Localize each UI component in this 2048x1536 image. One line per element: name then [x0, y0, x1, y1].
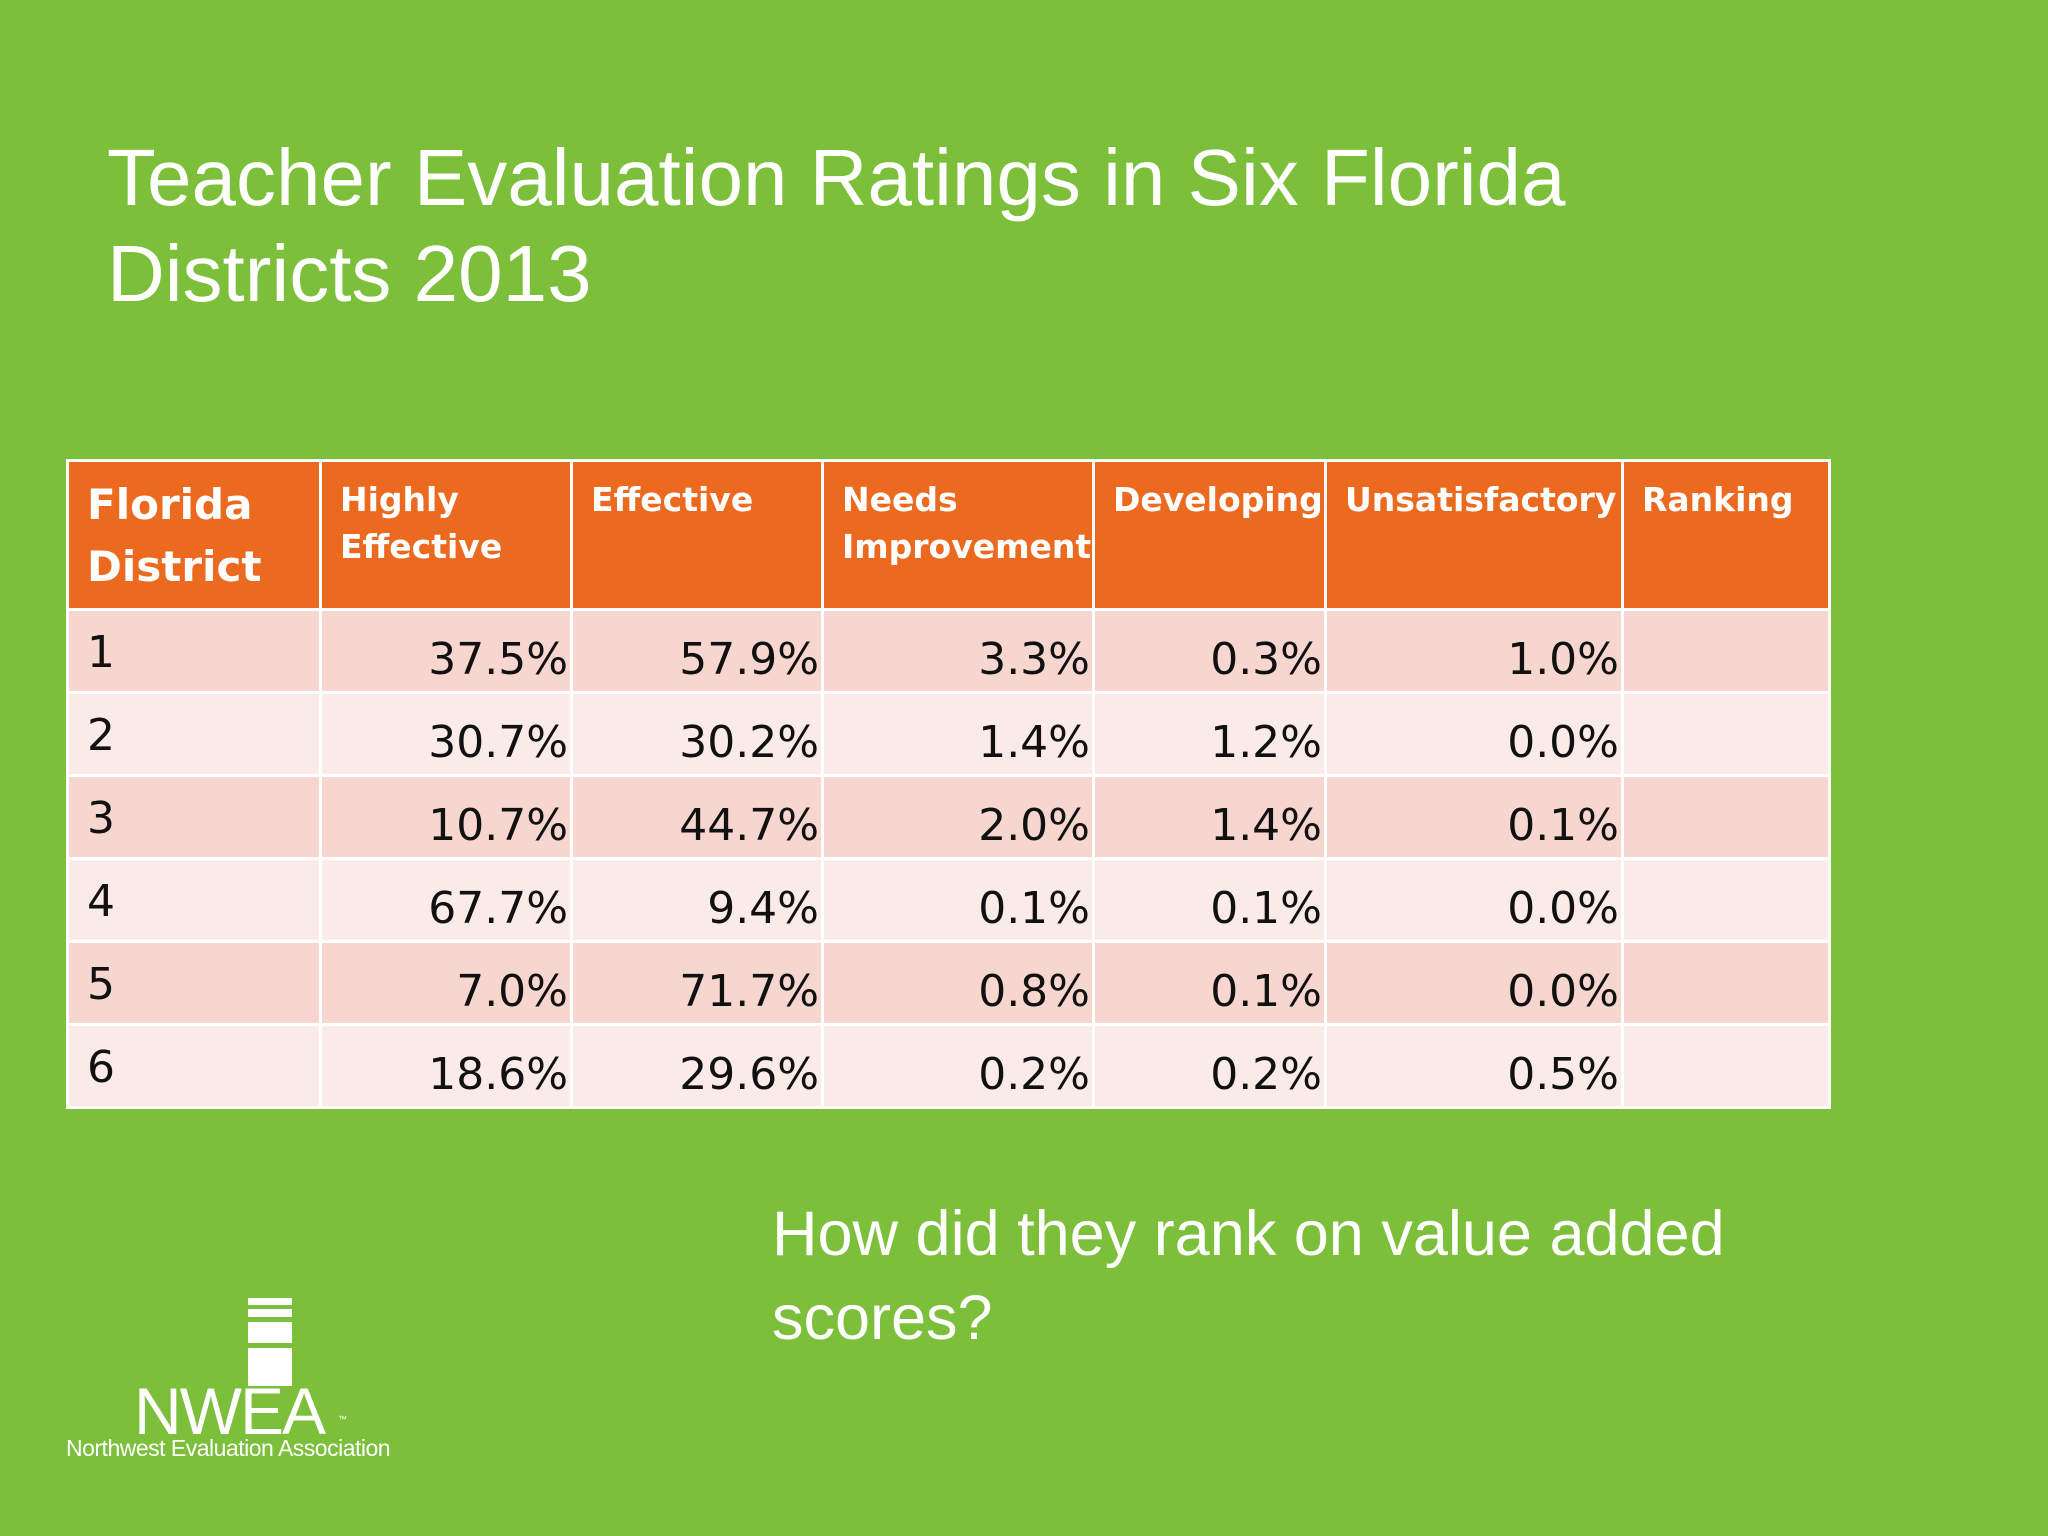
effective-cell: 29.6%	[570, 1023, 824, 1109]
header-highly-effective: Highly Effective	[319, 459, 573, 611]
ranking-cell	[1621, 857, 1831, 943]
needs-improvement-cell: 0.8%	[821, 940, 1095, 1026]
needs-improvement-cell: 0.1%	[821, 857, 1095, 943]
needs-improvement-cell: 0.2%	[821, 1023, 1095, 1109]
effective-cell: 71.7%	[570, 940, 824, 1026]
highly-effective-cell: 30.7%	[319, 691, 573, 777]
effective-cell: 30.2%	[570, 691, 824, 777]
header-effective: Effective	[570, 459, 824, 611]
ratings-table: Florida District Highly Effective Effect…	[66, 459, 1831, 1109]
highly-effective-cell: 18.6%	[319, 1023, 573, 1109]
header-row: Florida District Highly Effective Effect…	[66, 459, 1831, 611]
unsatisfactory-cell: 0.0%	[1324, 857, 1624, 943]
unsatisfactory-cell: 0.0%	[1324, 691, 1624, 777]
table-row: 6 18.6% 29.6% 0.2% 0.2% 0.5%	[66, 1023, 1831, 1109]
district-cell: 3	[66, 774, 322, 860]
logo-tagline: Northwest Evaluation Association	[66, 1435, 391, 1461]
logo-wordmark: NWEA	[134, 1374, 326, 1448]
unsatisfactory-cell: 0.0%	[1324, 940, 1624, 1026]
unsatisfactory-cell: 0.5%	[1324, 1023, 1624, 1109]
header-florida-district: Florida District	[66, 459, 322, 611]
table-row: 4 67.7% 9.4% 0.1% 0.1% 0.0%	[66, 857, 1831, 943]
needs-improvement-cell: 3.3%	[821, 608, 1095, 694]
ranking-cell	[1621, 608, 1831, 694]
unsatisfactory-cell: 1.0%	[1324, 608, 1624, 694]
header-unsatisfactory: Unsatisfactory	[1324, 459, 1624, 611]
developing-cell: 0.3%	[1092, 608, 1327, 694]
highly-effective-cell: 67.7%	[319, 857, 573, 943]
table-row: 2 30.7% 30.2% 1.4% 1.2% 0.0%	[66, 691, 1831, 777]
table-row: 3 10.7% 44.7% 2.0% 1.4% 0.1%	[66, 774, 1831, 860]
highly-effective-cell: 10.7%	[319, 774, 573, 860]
developing-cell: 1.2%	[1092, 691, 1327, 777]
ranking-cell	[1621, 691, 1831, 777]
effective-cell: 9.4%	[570, 857, 824, 943]
question-text: How did they rank on value added scores?	[772, 1199, 1725, 1353]
ranking-cell	[1621, 1023, 1831, 1109]
needs-improvement-cell: 2.0%	[821, 774, 1095, 860]
table-row: 1 37.5% 57.9% 3.3% 0.3% 1.0%	[66, 608, 1831, 694]
highly-effective-cell: 37.5%	[319, 608, 573, 694]
table-row: 5 7.0% 71.7% 0.8% 0.1% 0.0%	[66, 940, 1831, 1026]
district-cell: 1	[66, 608, 322, 694]
district-cell: 5	[66, 940, 322, 1026]
logo-trademark: ™	[338, 1414, 347, 1424]
header-developing: Developing	[1092, 459, 1327, 611]
nwea-logo-mark-icon	[248, 1298, 292, 1386]
highly-effective-cell: 7.0%	[319, 940, 573, 1026]
ranking-cell	[1621, 774, 1831, 860]
needs-improvement-cell: 1.4%	[821, 691, 1095, 777]
developing-cell: 0.1%	[1092, 940, 1327, 1026]
district-cell: 2	[66, 691, 322, 777]
header-needs-improvement: Needs Improvement	[821, 459, 1095, 611]
nwea-logo: NWEA ™ Northwest Evaluation Association	[66, 1296, 426, 1466]
developing-cell: 1.4%	[1092, 774, 1327, 860]
effective-cell: 44.7%	[570, 774, 824, 860]
ratings-table-container: Florida District Highly Effective Effect…	[66, 459, 1831, 1109]
unsatisfactory-cell: 0.1%	[1324, 774, 1624, 860]
developing-cell: 0.1%	[1092, 857, 1327, 943]
district-cell: 4	[66, 857, 322, 943]
developing-cell: 0.2%	[1092, 1023, 1327, 1109]
header-ranking: Ranking	[1621, 459, 1831, 611]
slide-title: Teacher Evaluation Ratings in Six Florid…	[107, 133, 1566, 318]
district-cell: 6	[66, 1023, 322, 1109]
ranking-cell	[1621, 940, 1831, 1026]
effective-cell: 57.9%	[570, 608, 824, 694]
